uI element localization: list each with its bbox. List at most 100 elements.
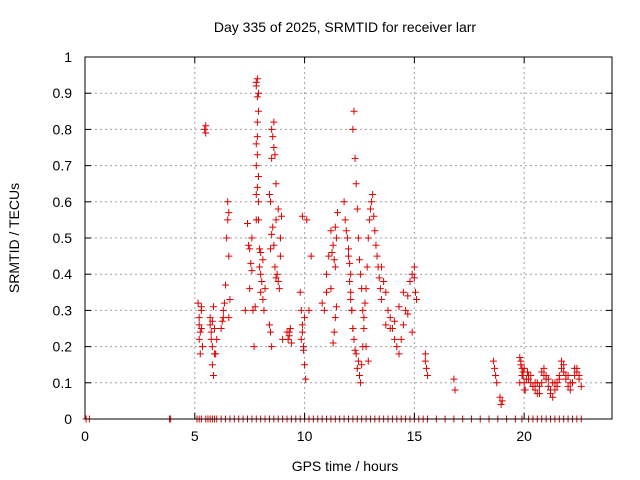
data-point [404, 292, 412, 300]
data-point [329, 339, 337, 347]
data-point [212, 350, 220, 358]
data-point [421, 350, 429, 358]
data-point [566, 386, 574, 394]
data-point [271, 263, 279, 271]
data-point [355, 256, 363, 264]
data-point [246, 285, 254, 293]
data-point [208, 361, 216, 369]
data-point [531, 386, 539, 394]
data-point [297, 306, 305, 314]
data-point [413, 296, 421, 304]
data-point [346, 277, 354, 285]
data-point [360, 314, 368, 322]
data-point [195, 335, 203, 343]
data-point [560, 368, 568, 376]
data-point [362, 343, 370, 351]
data-point [347, 296, 355, 304]
data-point [350, 335, 358, 343]
data-point [408, 270, 416, 278]
data-point [223, 234, 231, 242]
data-point [497, 401, 505, 409]
data-point [399, 321, 407, 329]
data-point [256, 245, 264, 253]
data-point [377, 263, 385, 271]
data-point [527, 372, 535, 380]
data-point [366, 205, 374, 213]
data-point [424, 372, 432, 380]
data-point [198, 343, 206, 351]
data-point [297, 335, 305, 343]
data-point [209, 372, 217, 380]
data-point [246, 245, 254, 253]
data-point [351, 346, 359, 354]
data-point [549, 393, 557, 401]
data-point [375, 274, 383, 282]
y-axis-label: SRMTID / TECUs [6, 183, 22, 293]
data-point [197, 303, 205, 311]
data-point [253, 118, 261, 126]
data-point [564, 382, 572, 390]
data-point [268, 343, 276, 351]
data-point [217, 325, 225, 332]
data-point [332, 303, 340, 311]
data-point [571, 364, 579, 372]
data-point [353, 205, 361, 213]
data-point [253, 133, 261, 141]
data-point [258, 277, 266, 285]
data-point [342, 227, 350, 235]
data-point [253, 75, 261, 83]
data-point [352, 350, 360, 358]
data-points [82, 75, 585, 423]
data-point [202, 129, 210, 137]
data-point [350, 107, 358, 115]
data-point [267, 328, 275, 336]
y-tick-label: 0.5 [53, 230, 73, 246]
data-point [209, 303, 217, 311]
data-point [364, 357, 372, 365]
data-point [226, 296, 234, 304]
data-point [346, 259, 354, 267]
data-point [555, 375, 563, 383]
x-tick-label: 10 [297, 428, 313, 444]
data-point [402, 306, 410, 314]
data-point [377, 296, 385, 304]
data-point [327, 285, 335, 293]
data-point [520, 386, 528, 394]
data-point [352, 180, 360, 188]
data-point [364, 234, 372, 242]
data-point [298, 212, 306, 220]
data-point [549, 379, 557, 387]
data-point [220, 299, 228, 307]
data-point [320, 306, 328, 314]
data-point [557, 364, 565, 372]
data-point [274, 277, 282, 285]
data-point [323, 270, 331, 278]
data-point [380, 277, 388, 285]
data-point [369, 191, 377, 199]
data-point [358, 361, 366, 369]
data-point [286, 325, 294, 332]
data-point [218, 317, 226, 325]
data-point [257, 288, 265, 296]
axis-ticks: 0 5 10 15 20 0 0.1 0.2 0.3 0.4 0.5 0.6 0.7 0.8 0.9 1 [53, 49, 612, 444]
y-tick-label: 0.2 [53, 339, 73, 355]
data-point [354, 357, 362, 365]
data-point [202, 122, 210, 130]
data-point [253, 151, 261, 159]
data-point [376, 285, 384, 293]
data-point [411, 288, 419, 296]
data-point [562, 372, 570, 380]
data-point [330, 328, 338, 336]
data-point [363, 263, 371, 271]
data-point [265, 321, 273, 329]
data-point [491, 364, 499, 372]
data-point [343, 234, 351, 242]
data-point [299, 346, 307, 354]
data-point [382, 321, 390, 329]
data-point [408, 328, 416, 336]
data-point [241, 306, 249, 314]
data-point [307, 252, 315, 260]
data-point [268, 125, 276, 133]
data-point [328, 248, 336, 256]
data-point [254, 89, 262, 97]
